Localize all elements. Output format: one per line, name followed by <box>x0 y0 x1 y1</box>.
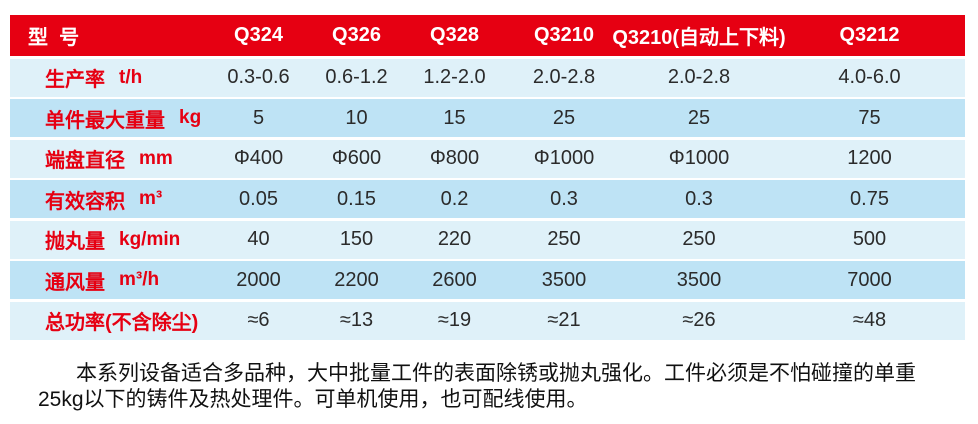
spec-value: ≈48 <box>852 309 887 331</box>
row-label-cell: 抛丸量 kg/min <box>10 221 209 259</box>
spec-table: 型 号 Q324 Q326 Q328 Q3210 Q3210(自动上下料) Q3… <box>10 15 965 340</box>
row-label-cell: 有效容积 m³ <box>10 180 209 218</box>
table-row-ventilation: 通风量 m³/h 2000 2200 2600 3500 3500 7000 <box>10 261 965 299</box>
description-paragraph: 本系列设备适合多品种，大中批量工件的表面除锈或抛丸强化。工件必须是不怕碰撞的单重… <box>38 361 948 413</box>
column-header-q3210: Q3210 <box>533 24 595 46</box>
table-row-max-piece-weight: 单件最大重量 kg 5 10 15 25 25 75 <box>10 99 965 137</box>
row-label-cell: 单件最大重量 kg <box>10 99 209 137</box>
spec-value: Φ400 <box>233 147 284 169</box>
column-header-q3210-auto: Q3210(自动上下料) <box>612 27 786 49</box>
model-header-cell: 型 号 <box>28 27 80 49</box>
spec-value: 3500 <box>676 268 722 291</box>
spec-value: 3500 <box>541 268 587 291</box>
spec-value: 2000 <box>236 268 281 291</box>
spec-value: Φ800 <box>429 147 480 169</box>
row-unit: kg <box>179 107 202 128</box>
spec-value: 250 <box>682 228 716 250</box>
spec-value: 25 <box>687 106 711 129</box>
spec-value: 40 <box>247 228 270 250</box>
spec-value: 0.3 <box>550 187 578 210</box>
row-unit: mm <box>139 147 173 169</box>
column-header-q328: Q328 <box>430 24 479 46</box>
spec-value: Φ600 <box>331 147 382 169</box>
row-label: 生产率 <box>45 69 105 91</box>
spec-value: 0.05 <box>239 187 278 210</box>
row-label: 总功率(不含除尘) <box>45 312 199 334</box>
column-header-q324: Q324 <box>234 24 283 46</box>
spec-value: 1.2-2.0 <box>423 66 486 88</box>
spec-value: ≈13 <box>339 309 374 331</box>
spec-value: 0.2 <box>440 187 469 210</box>
spec-value: ≈6 <box>247 309 270 331</box>
spec-value: ≈21 <box>547 309 581 331</box>
spec-value: 2200 <box>334 268 379 291</box>
spec-value: 5 <box>252 106 265 129</box>
spec-value: Φ1000 <box>668 147 730 169</box>
table-header-row: 型 号 Q324 Q326 Q328 Q3210 Q3210(自动上下料) Q3… <box>10 15 965 56</box>
spec-value: 25 <box>552 106 576 129</box>
row-label-cell: 生产率 t/h <box>10 59 209 97</box>
spec-value: 2.0-2.8 <box>667 66 731 88</box>
spec-value: 0.3-0.6 <box>227 66 290 88</box>
spec-value: ≈19 <box>437 309 472 331</box>
row-unit: t/h <box>119 66 143 88</box>
row-label-cell: 总功率(不含除尘) <box>10 302 209 340</box>
spec-value: 250 <box>547 228 581 250</box>
row-label-cell: 通风量 m³/h <box>10 261 209 299</box>
spec-value: 500 <box>852 228 887 250</box>
table-row-total-power: 总功率(不含除尘) ≈6 ≈13 ≈19 ≈21 ≈26 ≈48 <box>10 301 965 340</box>
row-label: 端盘直径 <box>45 150 125 172</box>
table-row-effective-volume: 有效容积 m³ 0.05 0.15 0.2 0.3 0.3 0.75 <box>10 180 965 218</box>
spec-value: 0.75 <box>850 187 889 210</box>
row-unit: m³ <box>139 188 163 209</box>
row-label: 抛丸量 <box>45 231 105 253</box>
spec-value: ≈26 <box>682 309 716 331</box>
row-label: 有效容积 <box>45 190 125 213</box>
description-line-1: 本系列设备适合多品种，大中批量工件的表面除锈或抛丸强化。工件必须是不怕碰撞的单重 <box>76 362 916 385</box>
spec-value: 75 <box>858 106 881 129</box>
row-label: 通风量 <box>45 271 105 294</box>
spec-value: 1200 <box>847 147 892 169</box>
spec-value: 150 <box>339 228 374 250</box>
table-row-production-rate: 生产率 t/h 0.3-0.6 0.6-1.2 1.2-2.0 2.0-2.8 … <box>10 58 965 97</box>
spec-value: 4.0-6.0 <box>838 66 901 88</box>
spec-value: 7000 <box>847 268 892 291</box>
spec-value: Φ1000 <box>533 147 595 169</box>
table-row-end-disk-diameter: 端盘直径 mm Φ400 Φ600 Φ800 Φ1000 Φ1000 1200 <box>10 139 965 178</box>
spec-value: 0.3 <box>685 187 713 210</box>
column-header-q326: Q326 <box>332 24 381 46</box>
row-unit: kg/min <box>119 228 181 250</box>
table-row-shot-blast-rate: 抛丸量 kg/min 40 150 220 250 250 500 <box>10 220 965 259</box>
row-unit: m³/h <box>119 269 160 290</box>
description-line-2: 25kg以下的铸件及热处理件。可单机使用，也可配线使用。 <box>38 388 588 411</box>
spec-value: 2.0-2.8 <box>532 66 596 88</box>
spec-value: 2600 <box>432 268 477 291</box>
spec-value: 15 <box>443 106 466 129</box>
spec-value: 0.6-1.2 <box>325 66 388 88</box>
spec-value: 220 <box>437 228 472 250</box>
column-header-q3212: Q3212 <box>839 24 900 46</box>
row-label: 单件最大重量 <box>45 109 165 132</box>
spec-value: 0.15 <box>337 187 376 210</box>
spec-value: 10 <box>345 106 368 129</box>
row-label-cell: 端盘直径 mm <box>10 140 209 178</box>
